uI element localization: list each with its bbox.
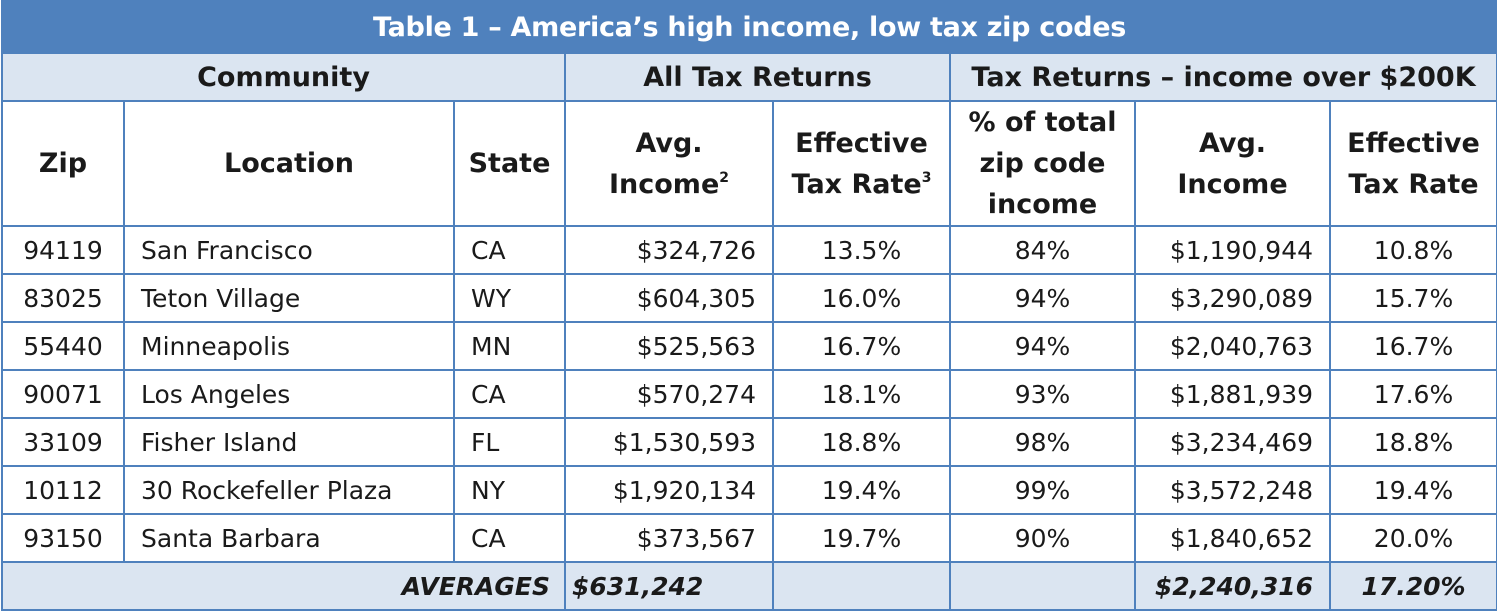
table-row: 33109 Fisher Island FL $1,530,593 18.8% … bbox=[1, 417, 1497, 467]
cell-zip: 55440 bbox=[1, 321, 125, 371]
cell-avg-income: $373,567 bbox=[564, 513, 774, 563]
cell-effective-tax-rate-200k: 18.8% bbox=[1328, 417, 1497, 467]
column-header-line: Effective bbox=[795, 127, 928, 159]
column-header-avg-income-200k: Avg. Income bbox=[1134, 100, 1331, 227]
cell-state: WY bbox=[453, 273, 566, 323]
cell-effective-tax-rate: 16.0% bbox=[772, 273, 951, 323]
group-header-community: Community bbox=[1, 52, 566, 102]
cell-effective-tax-rate: 19.7% bbox=[772, 513, 951, 563]
table-row: 10112 30 Rockefeller Plaza NY $1,920,134… bbox=[1, 465, 1497, 515]
averages-row: AVERAGES $631,242 $2,240,316 17.20% bbox=[1, 561, 1497, 611]
cell-location: San Francisco bbox=[123, 225, 455, 275]
cell-location: Santa Barbara bbox=[123, 513, 455, 563]
cell-avg-income: $604,305 bbox=[564, 273, 774, 323]
cell-effective-tax-rate-200k: 10.8% bbox=[1328, 225, 1497, 275]
column-header-line: Avg. bbox=[635, 127, 703, 159]
cell-pct-total-income: 84% bbox=[949, 225, 1136, 275]
cell-zip: 83025 bbox=[1, 273, 125, 323]
cell-location: Minneapolis bbox=[123, 321, 455, 371]
table-row: 93150 Santa Barbara CA $373,567 19.7% 90… bbox=[1, 513, 1497, 563]
cell-avg-income-200k: $1,840,652 bbox=[1134, 513, 1331, 563]
column-header-line: Income bbox=[608, 168, 720, 200]
cell-location: 30 Rockefeller Plaza bbox=[123, 465, 455, 515]
averages-effective-tax-rate bbox=[772, 561, 951, 611]
cell-state: NY bbox=[453, 465, 566, 515]
cell-avg-income: $570,274 bbox=[564, 369, 774, 419]
cell-avg-income: $324,726 bbox=[564, 225, 774, 275]
cell-pct-total-income: 94% bbox=[949, 273, 1136, 323]
table-row: 83025 Teton Village WY $604,305 16.0% 94… bbox=[1, 273, 1497, 323]
cell-avg-income: $1,920,134 bbox=[564, 465, 774, 515]
cell-zip: 90071 bbox=[1, 369, 125, 419]
cell-effective-tax-rate: 18.8% bbox=[772, 417, 951, 467]
column-header-state: State bbox=[453, 100, 566, 227]
column-header-avg-income: Avg. Income2 bbox=[564, 100, 774, 227]
column-header-zip: Zip bbox=[1, 100, 125, 227]
column-header-line: Effective bbox=[1347, 127, 1480, 159]
cell-location: Fisher Island bbox=[123, 417, 455, 467]
column-header-line: Tax Rate bbox=[791, 168, 922, 200]
averages-label: AVERAGES bbox=[1, 561, 566, 611]
cell-effective-tax-rate: 18.1% bbox=[772, 369, 951, 419]
table-row: 90071 Los Angeles CA $570,274 18.1% 93% … bbox=[1, 369, 1497, 419]
column-header-line: Avg. bbox=[1198, 127, 1267, 159]
cell-state: FL bbox=[453, 417, 566, 467]
cell-state: MN bbox=[453, 321, 566, 371]
averages-effective-tax-rate-200k: 17.20% bbox=[1328, 561, 1497, 611]
footnote-marker: 2 bbox=[719, 169, 730, 186]
cell-avg-income: $1,530,593 bbox=[564, 417, 774, 467]
cell-effective-tax-rate-200k: 15.7% bbox=[1328, 273, 1497, 323]
averages-avg-income: $631,242 bbox=[564, 561, 774, 611]
table-title: Table 1 – America’s high income, low tax… bbox=[0, 0, 1497, 54]
column-header-effective-tax-rate: Effective Tax Rate3 bbox=[772, 100, 951, 227]
cell-pct-total-income: 90% bbox=[949, 513, 1136, 563]
cell-effective-tax-rate-200k: 19.4% bbox=[1328, 465, 1497, 515]
cell-effective-tax-rate: 19.4% bbox=[772, 465, 951, 515]
cell-pct-total-income: 94% bbox=[949, 321, 1136, 371]
cell-effective-tax-rate-200k: 20.0% bbox=[1328, 513, 1497, 563]
cell-avg-income: $525,563 bbox=[564, 321, 774, 371]
cell-avg-income-200k: $2,040,763 bbox=[1134, 321, 1331, 371]
column-header-line: income bbox=[987, 189, 1098, 220]
column-header-line: % of total bbox=[968, 107, 1117, 138]
cell-pct-total-income: 99% bbox=[949, 465, 1136, 515]
column-header-effective-tax-rate-200k: Effective Tax Rate bbox=[1328, 100, 1497, 227]
cell-state: CA bbox=[453, 513, 566, 563]
cell-effective-tax-rate-200k: 17.6% bbox=[1328, 369, 1497, 419]
cell-effective-tax-rate: 13.5% bbox=[772, 225, 951, 275]
column-header-line: Income bbox=[1177, 168, 1288, 200]
cell-location: Teton Village bbox=[123, 273, 455, 323]
cell-state: CA bbox=[453, 369, 566, 419]
cell-avg-income-200k: $3,572,248 bbox=[1134, 465, 1331, 515]
cell-avg-income-200k: $1,881,939 bbox=[1134, 369, 1331, 419]
cell-avg-income-200k: $1,190,944 bbox=[1134, 225, 1331, 275]
cell-zip: 33109 bbox=[1, 417, 125, 467]
group-header-over-200k: Tax Returns – income over $200K bbox=[948, 52, 1497, 102]
group-header-all-returns: All Tax Returns bbox=[564, 52, 951, 102]
table-row: 94119 San Francisco CA $324,726 13.5% 84… bbox=[1, 225, 1497, 275]
cell-pct-total-income: 93% bbox=[949, 369, 1136, 419]
averages-pct-total-income bbox=[949, 561, 1136, 611]
column-header-line: Tax Rate bbox=[1348, 168, 1479, 200]
cell-effective-tax-rate-200k: 16.7% bbox=[1328, 321, 1497, 371]
cell-avg-income-200k: $3,234,469 bbox=[1134, 417, 1331, 467]
cell-avg-income-200k: $3,290,089 bbox=[1134, 273, 1331, 323]
cell-location: Los Angeles bbox=[123, 369, 455, 419]
column-header-location: Location bbox=[123, 100, 455, 227]
table-row: 55440 Minneapolis MN $525,563 16.7% 94% … bbox=[1, 321, 1497, 371]
cell-pct-total-income: 98% bbox=[949, 417, 1136, 467]
cell-state: CA bbox=[453, 225, 566, 275]
cell-zip: 10112 bbox=[1, 465, 125, 515]
cell-zip: 94119 bbox=[1, 225, 125, 275]
column-header-line: zip code bbox=[979, 148, 1106, 179]
cell-zip: 93150 bbox=[1, 513, 125, 563]
averages-avg-income-200k: $2,240,316 bbox=[1134, 561, 1331, 611]
footnote-marker: 3 bbox=[921, 169, 932, 186]
column-header-pct-total-income: % of total zip code income bbox=[949, 100, 1136, 227]
cell-effective-tax-rate: 16.7% bbox=[772, 321, 951, 371]
